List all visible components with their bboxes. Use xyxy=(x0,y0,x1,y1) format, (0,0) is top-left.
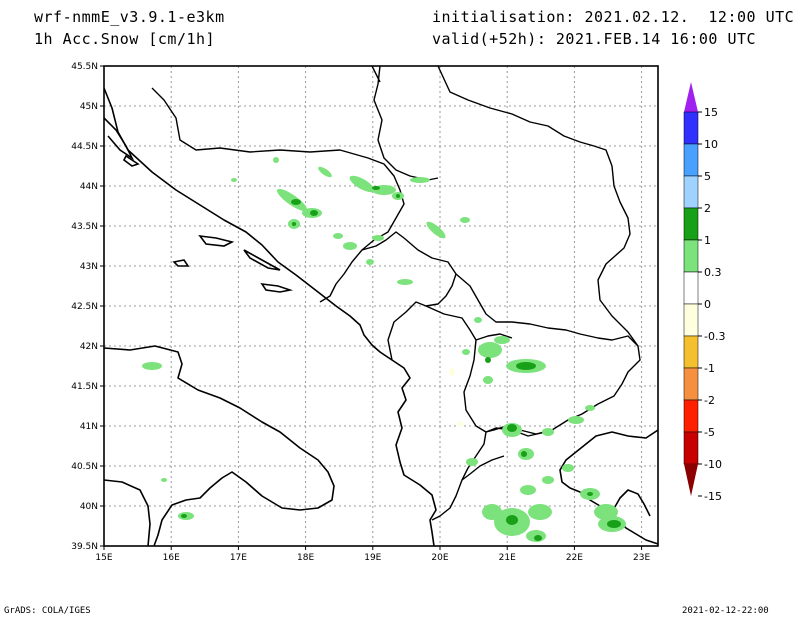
colorbar-label: 0.3 xyxy=(704,266,722,279)
lat-label: 45N xyxy=(80,102,98,112)
colorbar: 15 10 5 2 1 0.3 0 -0.3 -1 -2 -5 -10 -15 xyxy=(683,82,725,503)
lat-label: 39.5N xyxy=(71,542,98,552)
colorbar-segment xyxy=(683,207,699,241)
valid-time: valid(+52h): 2021.FEB.14 16:00 UTC xyxy=(432,30,757,48)
lat-label: 42.5N xyxy=(71,302,98,312)
colorbar-label: 15 xyxy=(704,106,718,119)
colorbar-segment xyxy=(683,431,699,465)
colorbar-label: 0 xyxy=(704,298,711,311)
lat-label: 44N xyxy=(80,182,98,192)
colorbar-label: 1 xyxy=(704,234,711,247)
lat-label: 44.5N xyxy=(71,142,98,152)
country-borders xyxy=(151,66,641,521)
colorbar-segment xyxy=(683,271,699,305)
lat-label: 40.5N xyxy=(71,462,98,472)
lon-label: 15E xyxy=(95,553,112,563)
colorbar-top-arrow xyxy=(684,82,698,112)
footer-timestamp: 2021-02-12-22:00 xyxy=(682,606,769,616)
colorbar-label: -0.3 xyxy=(704,330,725,343)
colorbar-label: -10 xyxy=(704,458,722,471)
colorbar-label: -1 xyxy=(704,362,715,375)
axis-labels: 45.5N 45N 44.5N 44N 43.5N 43N 42.5N 42N 41.5N 41N… xyxy=(71,62,650,563)
colorbar-label: -2 xyxy=(704,394,715,407)
colorbar-segment xyxy=(683,239,699,273)
footer-credit: GrADS: COLA/IGES xyxy=(4,606,91,616)
colorbar-label: 2 xyxy=(704,202,711,215)
colorbar-label: -15 xyxy=(704,490,722,503)
colorbar-segment xyxy=(683,367,699,401)
lon-label: 23E xyxy=(633,553,650,563)
lon-label: 19E xyxy=(364,553,381,563)
lat-lon-grid xyxy=(104,66,658,546)
colorbar-segment xyxy=(683,399,699,433)
colorbar-label: 10 xyxy=(704,138,718,151)
init-time: initialisation: 2021.02.12. 12:00 UTC xyxy=(432,8,795,26)
variable-title: 1h Acc.Snow [cm/1h] xyxy=(34,30,216,48)
colorbar-segment xyxy=(683,303,699,337)
lat-label: 42N xyxy=(80,342,98,352)
model-title: wrf-nmmE_v3.9.1-e3km xyxy=(34,8,225,26)
lat-label: 43.5N xyxy=(71,222,98,232)
colorbar-segment xyxy=(683,335,699,369)
islands xyxy=(104,117,294,293)
lat-label: 40N xyxy=(80,502,98,512)
lat-label: 45.5N xyxy=(71,62,98,72)
lat-label: 41.5N xyxy=(71,382,98,392)
lon-label: 16E xyxy=(163,553,180,563)
lon-label: 17E xyxy=(230,553,247,563)
lat-label: 41N xyxy=(80,422,98,432)
lon-label: 18E xyxy=(297,553,314,563)
colorbar-bottom-arrow xyxy=(684,464,698,496)
colorbar-label: 5 xyxy=(704,170,711,183)
colorbar-segment xyxy=(683,175,699,209)
lat-label: 43N xyxy=(80,262,98,272)
lon-label: 20E xyxy=(431,553,448,563)
colorbar-segment xyxy=(683,143,699,177)
lon-label: 22E xyxy=(566,553,583,563)
colorbar-segment xyxy=(683,111,699,145)
snowfall-field xyxy=(142,157,626,542)
lon-label: 21E xyxy=(499,553,516,563)
colorbar-label: -5 xyxy=(704,426,715,439)
